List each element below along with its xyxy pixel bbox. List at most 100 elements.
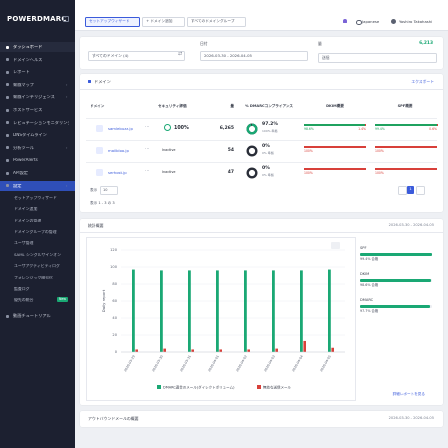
select-text: 送信 <box>322 55 330 61</box>
security-rating: Inactive <box>162 169 176 174</box>
chevron: › <box>66 183 68 188</box>
compliance-note: 0% 準拠 <box>262 172 274 177</box>
compliance-value: 97.2% <box>262 122 278 127</box>
menu-item[interactable]: 分析ツール › <box>0 143 75 153</box>
submenu-item[interactable]: ユーザ管理 <box>0 239 75 248</box>
domain-select[interactable]: すべてのドメイン (4) <box>88 51 185 61</box>
donut-track <box>246 144 258 157</box>
submenu-item[interactable]: フォレンジック暗号化 <box>0 273 75 282</box>
date-input[interactable]: 2026-03-30 - 2026-04-05 <box>200 51 308 61</box>
domain-name[interactable]: samlebuzz.jp <box>108 126 133 131</box>
summary-bar <box>360 253 432 256</box>
volume-label: 量 <box>318 41 322 46</box>
column-header: DKIM概要 <box>326 104 344 108</box>
panel-title: アウトバウンドメールの概要 <box>88 416 139 421</box>
menu-item[interactable]: 脅威マップ › <box>0 80 75 90</box>
report-link[interactable]: 詳細レポートを見る <box>392 392 425 396</box>
menu-label: DNSタイムライン <box>13 133 47 138</box>
menu-label: 脅威インテリジェンス <box>13 95 55 100</box>
stats-panel: 統計概要 2026-03-30 - 2026-04-05 0 20 40 60 80 100 1… <box>80 219 443 405</box>
menu-item[interactable]: PowerAlerts <box>0 155 75 165</box>
row-menu[interactable]: ⋯ <box>145 146 150 152</box>
top-tab[interactable]: すべてのドメイングループ <box>186 17 247 27</box>
menu-item[interactable]: レポート <box>0 67 75 77</box>
export-button[interactable]: エクスポート <box>411 79 434 84</box>
page-button[interactable]: 1 <box>407 186 414 194</box>
bar <box>331 347 334 352</box>
page-prev[interactable] <box>398 186 407 195</box>
select-text: 10 <box>103 187 108 192</box>
row-menu[interactable]: ⋯ <box>145 124 150 130</box>
x-tick-label: 2026-03-29 <box>123 355 136 373</box>
refresh-icon: ⇄ <box>178 51 183 57</box>
legend-swatch <box>157 385 161 389</box>
page-next[interactable] <box>416 186 425 195</box>
summary-bar-label: 0.6% <box>429 126 437 131</box>
row-menu[interactable]: ⋯ <box>145 168 150 174</box>
bar <box>191 349 194 352</box>
submenu-item[interactable]: SAML シングルサインオン <box>0 250 75 259</box>
bell-icon[interactable] <box>343 19 347 23</box>
chart: 0 20 40 60 80 100 120 Daily report 2026-03-29 202… <box>101 242 345 389</box>
panel-icon <box>88 80 91 83</box>
summary-bar <box>375 124 437 127</box>
x-tick-label: 2026-03-31 <box>179 355 192 373</box>
summary-label: 97.7% 合格 <box>360 309 379 313</box>
bar <box>328 269 331 352</box>
submenu-item[interactable]: ユーザアクティビティログ <box>0 262 75 271</box>
summary-bar-label: 1.4% <box>358 126 366 131</box>
bar <box>272 270 275 352</box>
summary-bar <box>375 168 437 171</box>
menu-label: ダッシュボード <box>13 45 43 49</box>
new-badge: New <box>57 297 68 303</box>
menu-label: PowerAlerts <box>13 158 38 163</box>
page-size-select[interactable]: 10 <box>100 186 118 195</box>
user-name[interactable]: Yoshiro Takahashi <box>399 19 433 24</box>
column-header: セキュリティ評価 <box>158 104 187 108</box>
submenu-item[interactable]: ドメインの管理 <box>0 216 75 225</box>
summary-bar <box>375 146 437 149</box>
summary-bar-label: 100% <box>304 148 313 153</box>
menu-icon <box>6 171 9 175</box>
chart-card: 0 20 40 60 80 100 120 Daily report 2026-03-29 202… <box>86 237 356 401</box>
submenu-item[interactable]: ドメイングループの管理 <box>0 227 75 236</box>
menu-item[interactable]: ホストサービス <box>0 105 75 115</box>
submenu-item[interactable]: 優先の統合 New <box>0 296 75 305</box>
menu-item[interactable]: 脅威インテリジェンス › <box>0 92 75 102</box>
top-tab[interactable]: セットアップウィザード <box>85 17 141 27</box>
submenu-item[interactable]: セットアップウィザード <box>0 193 75 202</box>
top-tab[interactable]: + ドメイン追加 <box>142 17 185 27</box>
column-header: SPF概要 <box>397 104 413 108</box>
submenu-item[interactable]: ドメイン追加 <box>0 205 75 214</box>
submenu-item[interactable]: 監査ログ <box>0 284 75 293</box>
menu-item[interactable]: レピュテーションモニタリング <box>0 118 75 128</box>
panel-date: 2026-03-30 - 2026-04-05 <box>388 223 434 227</box>
legend-label: 無効な送信メール <box>263 384 291 389</box>
menu-item[interactable]: DNSタイムライン <box>0 130 75 140</box>
domain-name[interactable]: mailbloo.jp <box>108 148 129 153</box>
summary-bar <box>304 124 366 127</box>
menu-item[interactable]: API設定 <box>0 168 75 178</box>
volume: 6,265 <box>219 125 234 131</box>
row-divider <box>86 118 437 119</box>
menu-icon <box>6 58 9 62</box>
expand-button[interactable] <box>331 242 340 249</box>
bar <box>163 348 166 352</box>
tab-label: + ドメイン追加 <box>146 19 173 23</box>
summary-label: 98.6% 合格 <box>360 283 379 287</box>
sidebar: POWERDMARC ダッシュボード ドメインヘルス レポート 脅威マップ › 脅威インテリ… <box>0 0 75 448</box>
language[interactable]: Japanese <box>362 19 380 24</box>
type-select[interactable]: 送信 <box>318 53 437 63</box>
submenu-label: セットアップウィザード <box>14 195 57 200</box>
menu-item[interactable]: 動画チュートリアル <box>0 311 75 321</box>
submenu-label: 優先の統合 <box>14 298 34 303</box>
menu-item[interactable]: 設定 › <box>0 180 75 191</box>
avatar[interactable] <box>391 18 396 24</box>
domain-name[interactable]: serhost.jp <box>108 170 127 175</box>
menu-item[interactable]: ダッシュボード <box>0 42 75 52</box>
menu-item[interactable]: ドメインヘルス <box>0 55 75 65</box>
x-tick-label: 2026-04-01 <box>207 355 220 373</box>
globe-icon <box>356 19 362 25</box>
row-divider <box>86 140 437 141</box>
